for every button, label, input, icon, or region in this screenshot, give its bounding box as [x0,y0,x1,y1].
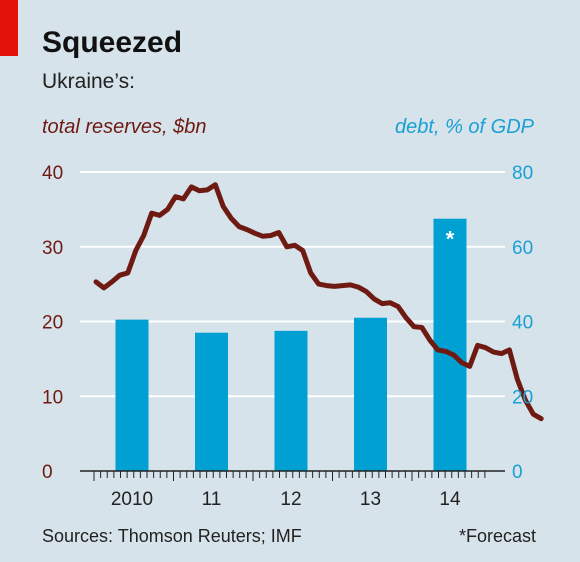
right-tick-label: 40 [512,313,533,334]
x-tick-label: 14 [439,489,461,510]
left-tick-label: 0 [42,462,53,483]
right-tick-label: 0 [512,462,523,483]
right-tick-label: 80 [512,163,533,184]
debt-bar-2010 [115,319,149,471]
x-axis: 2010 11 12 13 14 [80,470,505,510]
source-note: Sources: Thomson Reuters; IMF [42,526,302,546]
right-tick-label: 20 [512,387,533,408]
bar-annotations: * [446,227,455,252]
left-tick-label: 10 [42,387,63,408]
left-axis-ticks: 0 10 20 30 40 [42,163,63,483]
debt-bars [115,218,467,471]
chart-subtitle: Ukraine’s: [42,70,135,93]
left-tick-label: 30 [42,238,63,259]
right-tick-label: 60 [512,238,533,259]
left-tick-label: 20 [42,313,63,334]
reserves-line [93,182,544,422]
chart-title: Squeezed [42,26,183,59]
accent-tab [0,0,18,56]
debt-bar-14 [433,218,467,471]
debt-bar-11 [195,332,228,471]
reserves-series-line [93,182,544,422]
right-axis-ticks: 0 20 40 60 80 [512,163,533,483]
x-tick-label: 11 [202,489,222,510]
debt-bar-13 [354,317,387,471]
forecast-asterisk: * [446,227,455,252]
right-axis-label: debt, % of GDP [395,116,534,138]
forecast-footnote: *Forecast [458,526,536,546]
left-axis-label: total reserves, $bn [42,116,207,138]
debt-bar-12 [274,330,308,471]
x-tick-label: 12 [280,489,301,510]
x-tick-label: 2010 [111,489,153,510]
x-tick-label: 13 [360,489,381,510]
left-tick-label: 40 [42,163,63,184]
